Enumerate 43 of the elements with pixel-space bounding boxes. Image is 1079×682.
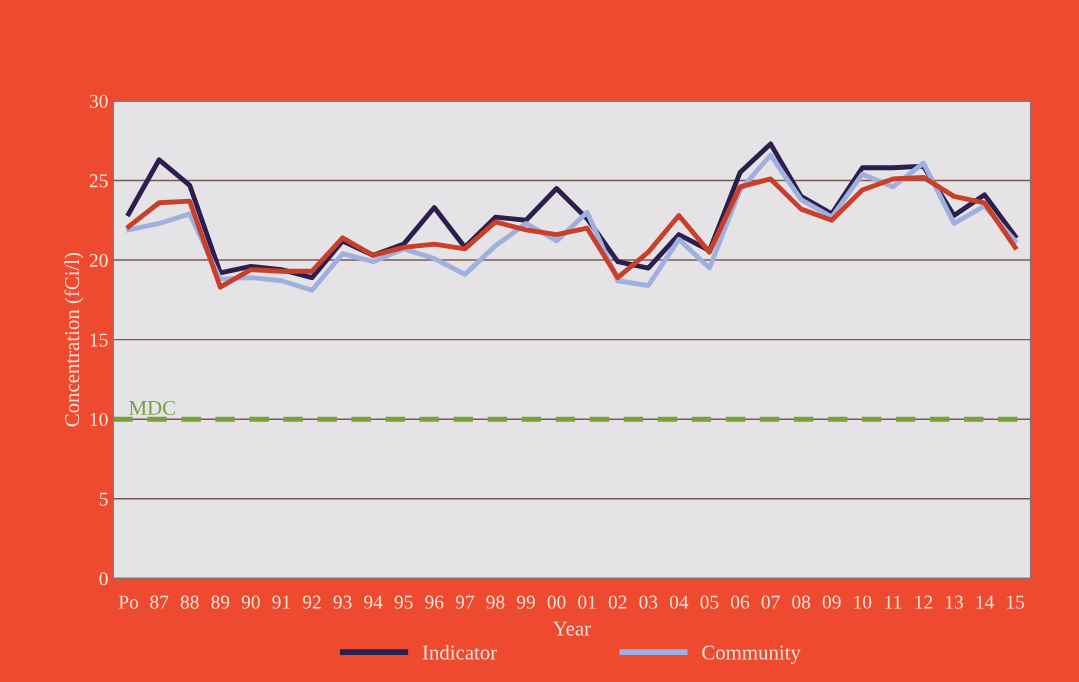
x-tick-label: 95 xyxy=(394,595,413,609)
x-tick-label: 07 xyxy=(761,595,780,609)
x-tick-label: 13 xyxy=(946,595,963,609)
x-tick-label: 08 xyxy=(792,595,811,609)
x-tick-label: 99 xyxy=(516,595,535,609)
x-tick-label: 01 xyxy=(578,595,596,609)
y-tick-label: 25 xyxy=(89,174,108,188)
x-tick-label: 03 xyxy=(639,595,658,609)
x-tick-label: 93 xyxy=(333,595,352,609)
x-tick-label: Po xyxy=(118,595,139,609)
legend-label: Community xyxy=(702,645,801,664)
x-tick-label: 09 xyxy=(822,595,841,609)
x-tick-label: 92 xyxy=(302,595,321,609)
y-tick-label: 10 xyxy=(90,413,108,427)
x-tick-label: 98 xyxy=(486,595,505,609)
y-axis-title: Concentration (fCi/l) xyxy=(64,252,84,427)
x-tick-label: 11 xyxy=(885,595,902,609)
ref-line-label: MDC xyxy=(129,400,175,415)
x-tick-label: 10 xyxy=(854,595,872,609)
x-tick-label: 04 xyxy=(669,595,689,609)
x-tick-label: 94 xyxy=(364,595,383,609)
x-tick-label: 88 xyxy=(180,595,199,609)
y-tick-label: 20 xyxy=(89,253,108,268)
x-tick-label: 05 xyxy=(700,595,719,609)
x-tick-label: 89 xyxy=(211,595,230,609)
x-axis-title: Year xyxy=(552,621,591,636)
x-tick-label: 87 xyxy=(150,595,169,609)
y-tick-label: 15 xyxy=(90,333,108,347)
y-tick-label: 30 xyxy=(89,94,108,108)
legend-label: Indicator xyxy=(422,644,498,660)
x-tick-label: 12 xyxy=(915,595,933,609)
x-tick-label: 15 xyxy=(1007,595,1025,609)
x-tick-label: 91 xyxy=(272,595,290,609)
x-tick-label: 96 xyxy=(425,595,444,609)
line-series xyxy=(126,174,1018,290)
y-tick-label: 0 xyxy=(99,572,108,586)
x-tick-label: 06 xyxy=(731,595,750,609)
y-tick-label: 5 xyxy=(99,492,108,506)
x-tick-label: 14 xyxy=(976,595,995,609)
x-tick-label: 90 xyxy=(241,595,260,609)
x-tick-label: 00 xyxy=(547,595,566,609)
x-tick-label: 97 xyxy=(455,595,475,609)
x-tick-label: 02 xyxy=(608,595,627,609)
